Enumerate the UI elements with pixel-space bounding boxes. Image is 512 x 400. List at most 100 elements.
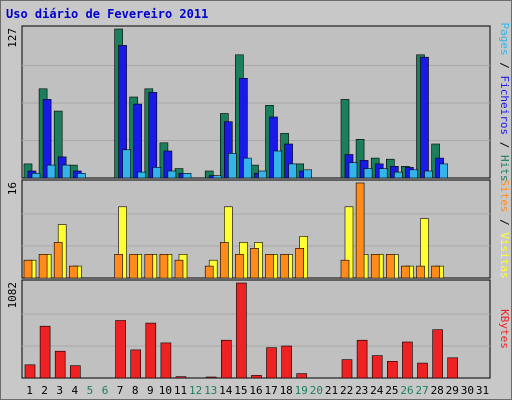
bar-kbytes-day-9 <box>145 322 157 379</box>
chart-title: Uso diário de Fevereiro 2011 <box>6 7 208 21</box>
legend-entry-visitas: Visitas <box>498 232 511 278</box>
bar-sites-day-23 <box>355 182 365 279</box>
y-max-label-middle: 16 <box>6 182 19 195</box>
y-max-label-bottom: 1082 <box>6 282 19 309</box>
x-tick-label-day-8: 8 <box>132 384 139 397</box>
x-tick-label-day-27: 27 <box>415 384 428 397</box>
bar-pages-day-13 <box>212 175 222 179</box>
bar-sites-day-4 <box>69 265 78 279</box>
legend-entry-/: / <box>498 212 511 232</box>
legend-entry-ficheiros: Ficheiros <box>498 76 511 136</box>
bar-sites-day-8 <box>129 254 138 279</box>
bar-kbytes-day-16 <box>251 375 262 379</box>
y-max-label-top: 127 <box>6 28 19 48</box>
bar-sites-day-10 <box>159 254 169 279</box>
x-tick-label-day-13: 13 <box>204 384 217 397</box>
bar-kbytes-day-26 <box>402 341 413 379</box>
bar-ficheiros-day-8 <box>133 103 142 179</box>
x-tick-label-day-5: 5 <box>87 384 94 397</box>
bar-sites-day-15 <box>235 254 244 279</box>
bar-kbytes-day-17 <box>266 347 277 379</box>
bar-kbytes-day-22 <box>341 359 353 379</box>
x-tick-label-day-20: 20 <box>310 384 323 397</box>
x-tick-label-day-29: 29 <box>446 384 459 397</box>
bar-kbytes-day-23 <box>356 339 368 379</box>
legend-entry-kbytes: KBytes <box>498 309 511 349</box>
x-tick-label-day-24: 24 <box>370 384 384 397</box>
legend-entry-/: / <box>498 135 511 155</box>
x-tick-label-day-12: 12 <box>189 384 202 397</box>
x-tick-label-day-28: 28 <box>431 384 444 397</box>
x-tick-label-day-16: 16 <box>249 384 262 397</box>
x-tick-label-day-15: 15 <box>234 384 247 397</box>
bar-pages-day-24 <box>378 168 388 179</box>
bar-sites-day-17 <box>265 254 274 279</box>
bar-pages-day-28 <box>439 163 448 179</box>
x-tick-label-day-30: 30 <box>461 384 474 397</box>
bar-pages-day-14 <box>228 153 237 179</box>
bar-kbytes-day-2 <box>39 325 51 379</box>
x-tick-label-day-31: 31 <box>476 384 489 397</box>
x-tick-label-day-26: 26 <box>400 384 413 397</box>
x-tick-label-day-25: 25 <box>385 384 398 397</box>
bar-sites-day-14 <box>220 242 229 279</box>
bar-kbytes-day-1 <box>24 364 36 379</box>
x-tick-label-day-10: 10 <box>159 384 172 397</box>
bar-sites-day-27 <box>416 265 425 279</box>
bar-kbytes-day-11 <box>175 376 187 379</box>
x-tick-label-day-6: 6 <box>102 384 109 397</box>
bar-pages-day-27 <box>424 170 433 179</box>
legend-entry-hits: Hits <box>498 155 511 182</box>
x-tick-label-day-19: 19 <box>295 384 308 397</box>
x-tick-label-day-23: 23 <box>355 384 368 397</box>
legend-entry-sites: Sites <box>498 179 511 212</box>
bar-pages-day-18 <box>288 163 297 179</box>
bar-kbytes-day-8 <box>130 349 141 379</box>
bar-pages-day-23 <box>363 168 373 179</box>
bar-pages-day-17 <box>273 150 282 179</box>
bar-pages-day-19 <box>303 169 313 179</box>
bar-kbytes-day-3 <box>54 350 66 379</box>
legend-bottom: KBytes <box>498 309 511 349</box>
x-tick-label-day-14: 14 <box>219 384 233 397</box>
bar-sites-day-22 <box>340 259 350 279</box>
bar-sites-day-19 <box>295 248 305 279</box>
bar-kbytes-day-28 <box>432 329 443 379</box>
legend-top: Pages / Ficheiros / Hits <box>498 23 511 182</box>
bar-sites-day-26 <box>401 265 410 279</box>
x-tick-label-day-1: 1 <box>26 384 33 397</box>
legend-entry-/: / <box>498 56 511 76</box>
bar-sites-day-13 <box>204 265 214 279</box>
x-tick-label-day-2: 2 <box>41 384 48 397</box>
bar-sites-day-16 <box>250 248 259 279</box>
bar-sites-day-1 <box>23 259 33 279</box>
bar-pages-day-16 <box>258 170 267 179</box>
bar-kbytes-day-24 <box>371 355 383 379</box>
bar-pages-day-10 <box>167 170 177 179</box>
x-tick-label-day-4: 4 <box>71 384 78 397</box>
bar-sites-day-28 <box>431 265 440 279</box>
bar-kbytes-day-18 <box>281 345 292 379</box>
bar-pages-day-2 <box>46 164 56 179</box>
bar-kbytes-day-10 <box>160 342 172 379</box>
bar-pages-day-11 <box>182 173 192 179</box>
bar-sites-day-7 <box>114 254 123 279</box>
bar-sites-day-2 <box>38 254 48 279</box>
x-tick-label-day-21: 21 <box>325 384 338 397</box>
bar-sites-day-11 <box>174 259 184 279</box>
x-tick-label-day-7: 7 <box>117 384 124 397</box>
bar-pages-day-3 <box>61 164 71 179</box>
bar-kbytes-day-14 <box>221 339 232 379</box>
bar-pages-day-22 <box>348 162 358 179</box>
x-tick-label-day-3: 3 <box>56 384 63 397</box>
bar-pages-day-26 <box>409 169 418 179</box>
bar-kbytes-day-25 <box>386 360 398 379</box>
x-tick-label-day-9: 9 <box>147 384 154 397</box>
bar-ficheiros-day-9 <box>148 92 158 179</box>
bar-pages-day-7 <box>122 149 131 179</box>
bar-pages-day-9 <box>152 167 162 179</box>
bar-kbytes-day-4 <box>70 365 81 379</box>
bar-sites-day-24 <box>370 254 380 279</box>
bar-pages-day-4 <box>77 173 86 179</box>
plot-area-top <box>21 25 491 179</box>
